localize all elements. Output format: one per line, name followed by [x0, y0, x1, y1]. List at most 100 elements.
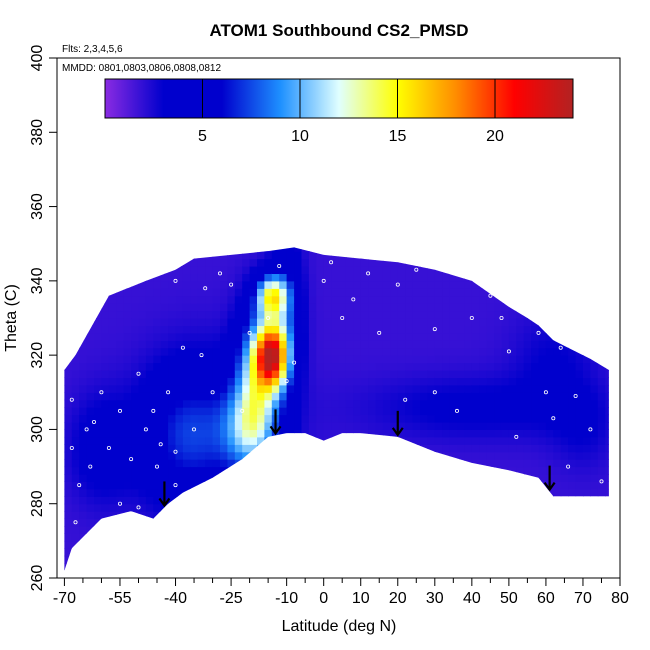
- heatmap-cell: [442, 518, 451, 527]
- heatmap-cell: [227, 370, 236, 378]
- heatmap-cell: [427, 503, 436, 512]
- heatmap-cell: [197, 422, 206, 430]
- heatmap-cell: [390, 518, 399, 527]
- heatmap-cell: [257, 481, 265, 490]
- heatmap-cell: [242, 384, 251, 393]
- heatmap-cell: [353, 236, 361, 244]
- heatmap-cell: [613, 325, 621, 333]
- heatmap-cell: [375, 288, 384, 297]
- heatmap-cell: [64, 459, 73, 468]
- heatmap-cell: [583, 258, 591, 267]
- heatmap-cell: [234, 429, 243, 438]
- heatmap-cell: [620, 481, 628, 489]
- heatmap-cell: [575, 444, 584, 453]
- y-tick-label: 260: [29, 565, 46, 592]
- heatmap-cell: [523, 511, 532, 520]
- heatmap-cell: [234, 362, 243, 371]
- heatmap-cell: [205, 555, 214, 564]
- heatmap-cell: [227, 548, 236, 557]
- heatmap-cell: [160, 540, 169, 549]
- heatmap-cell: [508, 325, 517, 334]
- heatmap-cell: [546, 236, 554, 244]
- heatmap-cell: [131, 362, 140, 371]
- heatmap-cell: [138, 503, 147, 512]
- heatmap-cell: [131, 332, 140, 341]
- heatmap-cell: [249, 451, 258, 460]
- heatmap-cell: [308, 340, 317, 349]
- heatmap-cell: [249, 370, 258, 378]
- heatmap-cell: [620, 296, 628, 304]
- heatmap-cell: [123, 422, 132, 430]
- heatmap-cell: [494, 273, 503, 282]
- heatmap-cell: [516, 392, 525, 401]
- heatmap-cell: [286, 459, 295, 468]
- heatmap-cell: [597, 459, 606, 468]
- heatmap-cell: [457, 414, 465, 423]
- heatmap-cell: [420, 377, 428, 386]
- heatmap-cell: [279, 355, 288, 364]
- heatmap-cell: [471, 355, 480, 364]
- heatmap-cell: [464, 414, 473, 423]
- heatmap-cell: [205, 332, 214, 341]
- x-tick-label: 40: [463, 590, 481, 607]
- heatmap-cell: [190, 518, 199, 527]
- heatmap-cell: [345, 399, 354, 408]
- heatmap-cell: [442, 370, 451, 378]
- heatmap-cell: [560, 399, 569, 408]
- heatmap-cell: [86, 563, 95, 571]
- heatmap-cell: [471, 280, 480, 289]
- heatmap-cell: [302, 229, 310, 237]
- heatmap-cell: [138, 318, 147, 326]
- heatmap-cell: [182, 474, 191, 482]
- heatmap-cell: [368, 258, 377, 267]
- heatmap-cell: [598, 229, 606, 237]
- heatmap-cell: [545, 310, 554, 319]
- heatmap-cell: [279, 362, 288, 371]
- heatmap-cell: [249, 540, 258, 549]
- heatmap-cell: [301, 377, 310, 386]
- heatmap-cell: [471, 325, 480, 334]
- heatmap-cell: [516, 540, 525, 549]
- heatmap-cell: [331, 429, 340, 438]
- heatmap-cell: [138, 407, 147, 416]
- heatmap-cell: [501, 474, 510, 482]
- heatmap-cell: [57, 229, 65, 237]
- heatmap-cell: [79, 533, 88, 542]
- heatmap-cell: [145, 422, 154, 430]
- heatmap-cell: [131, 303, 140, 312]
- heatmap-cell: [583, 444, 591, 453]
- heatmap-cell: [316, 429, 325, 438]
- heatmap-cell: [160, 340, 169, 349]
- heatmap-cell: [139, 571, 147, 579]
- heatmap-cell: [182, 414, 191, 423]
- heatmap-cell: [64, 563, 73, 571]
- heatmap-cell: [308, 407, 317, 416]
- heatmap-cell: [220, 511, 228, 520]
- heatmap-cell: [464, 555, 473, 564]
- heatmap-cell: [620, 318, 628, 326]
- heatmap-cell: [494, 355, 503, 364]
- heatmap-cell: [590, 511, 599, 520]
- heatmap-cell: [427, 571, 435, 579]
- heatmap-cell: [524, 229, 532, 237]
- heatmap-cell: [249, 496, 258, 505]
- heatmap-cell: [294, 548, 303, 557]
- heatmap-cell: [553, 247, 562, 252]
- heatmap-cell: [220, 414, 228, 423]
- heatmap-cell: [87, 229, 95, 237]
- heatmap-cell: [138, 295, 147, 304]
- heatmap-cell: [345, 503, 354, 512]
- heatmap-cell: [486, 310, 495, 319]
- heatmap-cell: [168, 229, 176, 237]
- heatmap-cell: [553, 436, 562, 445]
- sample-point: [166, 390, 171, 395]
- heatmap-cell: [471, 377, 480, 386]
- heatmap-cell: [545, 280, 554, 289]
- heatmap-cell: [264, 347, 273, 356]
- heatmap-cell: [597, 511, 606, 520]
- heatmap-cell: [86, 362, 95, 371]
- heatmap-cell: [613, 288, 621, 296]
- heatmap-cell: [583, 488, 591, 497]
- heatmap-cell: [101, 459, 110, 468]
- heatmap-cell: [242, 318, 251, 326]
